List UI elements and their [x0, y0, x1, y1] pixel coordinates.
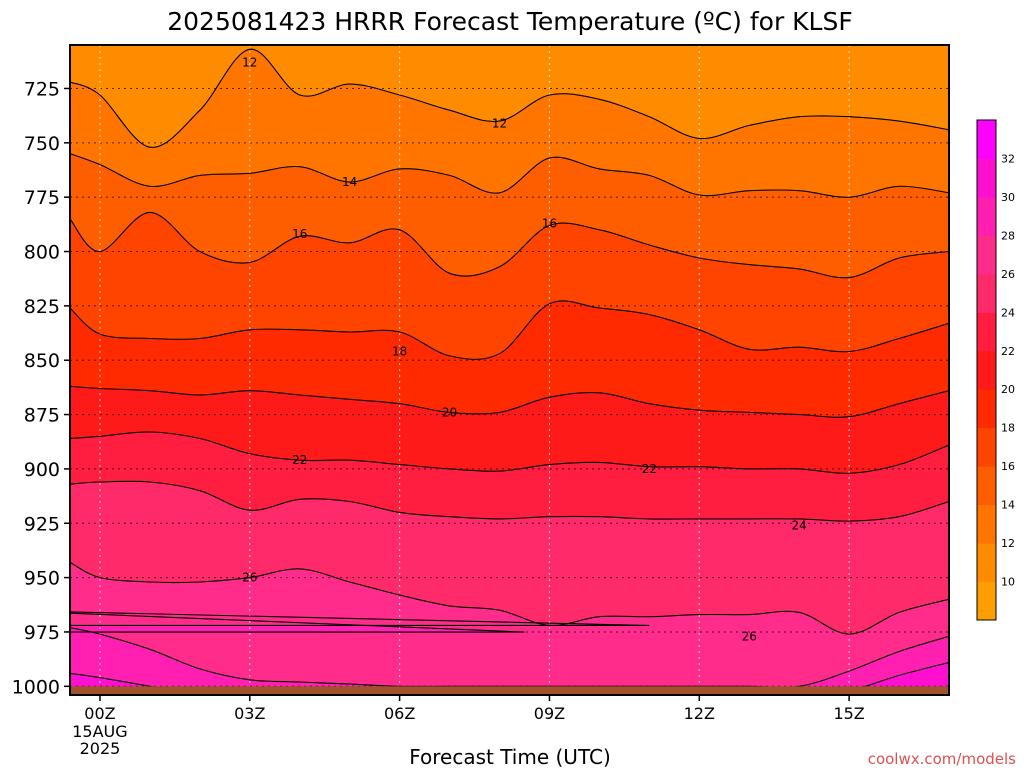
y-axis: 725 750 775 800 825 850 875 900 925 950 975 1000: [12, 78, 70, 698]
contour-line-22: [70, 431, 949, 474]
contour-line-28: [70, 627, 949, 688]
colorbar-swatch: [977, 427, 996, 467]
x-tick-label: 12Z: [684, 704, 715, 723]
y-tick-label: 1000: [12, 676, 60, 698]
contour-lines: [70, 48, 949, 695]
contour-label: 12: [242, 55, 257, 69]
credit-text: coolwx.com/models: [868, 750, 1016, 768]
colorbar-label: 30: [1001, 191, 1015, 204]
grid-lines: [70, 45, 949, 695]
contour-labels: 12 12 14 16 16 18 20 22 22 24 26 26: [242, 55, 807, 643]
colorbar-swatch: [977, 273, 996, 313]
contour-line-18: [70, 300, 949, 360]
fill-pocket-26: [70, 611, 650, 626]
temperature-fill-bands: [70, 45, 949, 695]
colorbar-swatch: [977, 543, 996, 583]
contour-label: 12: [492, 116, 507, 130]
x-tick-label: 09Z: [534, 704, 565, 723]
y-tick-label: 900: [24, 459, 60, 481]
colorbar-label: 10: [1001, 576, 1015, 589]
y-tick-label: 825: [24, 296, 60, 318]
contour-label: 20: [442, 405, 457, 419]
contour-label: 22: [642, 462, 657, 476]
contour-line-26: [70, 561, 949, 635]
plot-area: 12 12 14 16 16 18 20 22 22 24 26 26: [70, 45, 949, 695]
colorbar-legend: 10 12 14 16 18 20 22 24 26 28 30 32: [976, 119, 1015, 621]
colorbar-frame: [976, 119, 997, 621]
colorbar-label: 20: [1001, 383, 1015, 396]
y-tick-label: 850: [24, 350, 60, 372]
y-tick-label: 875: [24, 405, 60, 427]
contour-label: 24: [792, 518, 807, 532]
x-axis-title: Forecast Time (UTC): [409, 745, 611, 768]
colorbar-swatch: [977, 350, 996, 390]
contour-label: 18: [392, 345, 407, 359]
x-tick-sublabel: 15AUG: [72, 722, 127, 741]
plot-frame: [69, 44, 950, 696]
colorbar-label: 22: [1001, 345, 1015, 358]
colorbar-swatch: [977, 235, 996, 275]
colorbar-swatch: [977, 120, 996, 159]
colorbar-label: 32: [1001, 152, 1015, 165]
colorbar-label: 18: [1001, 422, 1015, 435]
chart-title: 2025081423 HRRR Forecast Temperature (ºC…: [167, 7, 853, 36]
y-tick-label: 950: [24, 568, 60, 590]
colorbar-swatch: [977, 504, 996, 544]
fill-pocket-28: [70, 613, 525, 633]
y-tick-label: 750: [24, 133, 60, 155]
y-tick-label: 725: [24, 78, 60, 100]
colorbar-swatch: [977, 196, 996, 236]
contour-label: 16: [542, 216, 557, 230]
contour-line-20: [70, 385, 949, 418]
contour-label: 26: [742, 629, 757, 643]
fill-band-26: [70, 562, 949, 695]
y-tick-label: 775: [24, 187, 60, 209]
ground-surface: [70, 686, 949, 695]
x-tick-label: 03Z: [234, 704, 265, 723]
y-tick-label: 975: [24, 622, 60, 644]
x-tick-label: 15Z: [833, 704, 864, 723]
contour-label: 14: [342, 175, 357, 189]
x-tick-label: 00Z: [84, 704, 115, 723]
contour-line-14: [70, 153, 949, 198]
colorbar-label: 24: [1001, 306, 1015, 319]
contour-label: 26: [242, 571, 257, 585]
x-tick-sublabel: 2025: [80, 739, 121, 758]
contour-label: 16: [292, 227, 307, 241]
y-tick-label: 800: [24, 242, 60, 264]
colorbar-label: 26: [1001, 268, 1015, 281]
colorbar-label: 12: [1001, 537, 1015, 550]
colorbar-swatch: [977, 389, 996, 429]
colorbar-label: 16: [1001, 460, 1015, 473]
colorbar-swatch: [977, 581, 996, 621]
x-tick-label: 06Z: [384, 704, 415, 723]
colorbar-swatch: [977, 158, 996, 198]
colorbar-swatch: [977, 312, 996, 352]
contour-label: 22: [292, 453, 307, 467]
contour-line-24: [70, 480, 949, 522]
y-tick-label: 925: [24, 513, 60, 535]
colorbar-label: 28: [1001, 229, 1015, 242]
contour-line-12: [70, 48, 949, 148]
colorbar-label: 14: [1001, 499, 1015, 512]
ground-layer: [70, 686, 949, 695]
contour-line-16: [70, 211, 949, 279]
colorbar-swatch: [977, 466, 996, 506]
